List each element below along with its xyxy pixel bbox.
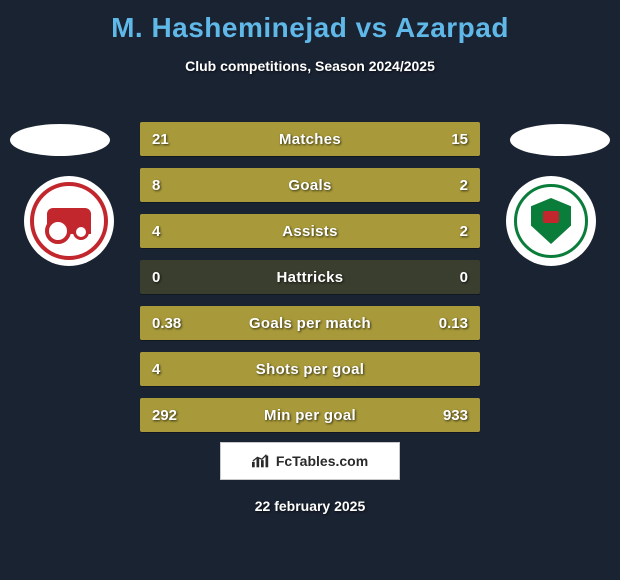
stat-row: Shots per goal4 [140,352,480,386]
brand-badge: FcTables.com [220,442,400,480]
stat-row: Goals per match0.380.13 [140,306,480,340]
stat-row: Assists4 2 [140,214,480,248]
stat-value-left: 8 [140,168,172,202]
stat-value-right: 0 [448,260,480,294]
stat-row: Hattricks0 0 [140,260,480,294]
team-badge-right [506,176,596,266]
page-title-row: M. Hasheminejad vs Azarpad [0,0,620,44]
stat-row: Min per goal292 933 [140,398,480,432]
team-badge-left [24,176,114,266]
stat-value-right: 2 [448,168,480,202]
player-left-name: M. Hasheminejad [111,12,347,43]
brand-text: FcTables.com [276,453,368,469]
stats-bars: Matches2115Goals82Assists42Hattricks00Go… [140,122,480,444]
flag-left [10,124,110,156]
stat-value-right: 2 [448,214,480,248]
tractor-icon [47,208,91,234]
stat-value-left: 21 [140,122,181,156]
shield-icon [531,198,571,244]
stat-value-right: 0.13 [427,306,480,340]
stat-row: Goals8 2 [140,168,480,202]
stat-value-right: 15 [439,122,480,156]
flag-right [510,124,610,156]
stat-value-left: 4 [140,352,172,386]
page-title: M. Hasheminejad vs Azarpad [111,12,509,43]
stat-value-left: 292 [140,398,189,432]
player-right-name: Azarpad [395,12,509,43]
stat-label: Goals [140,168,480,202]
stat-value-right [456,352,480,386]
stat-row: Matches21 15 [140,122,480,156]
stat-value-left: 0 [140,260,172,294]
stat-value-left: 4 [140,214,172,248]
chart-icon [252,454,270,468]
zob-ahan-icon [514,184,588,258]
stat-value-right: 933 [431,398,480,432]
stat-label: Hattricks [140,260,480,294]
stat-value-left: 0.38 [140,306,193,340]
stat-label: Shots per goal [140,352,480,386]
subtitle: Club competitions, Season 2024/2025 [0,58,620,74]
vs-separator: vs [347,12,395,43]
date-text: 22 february 2025 [0,498,620,514]
stat-label: Matches [140,122,480,156]
stat-label: Assists [140,214,480,248]
stat-label: Min per goal [140,398,480,432]
tractor-club-icon [30,182,108,260]
